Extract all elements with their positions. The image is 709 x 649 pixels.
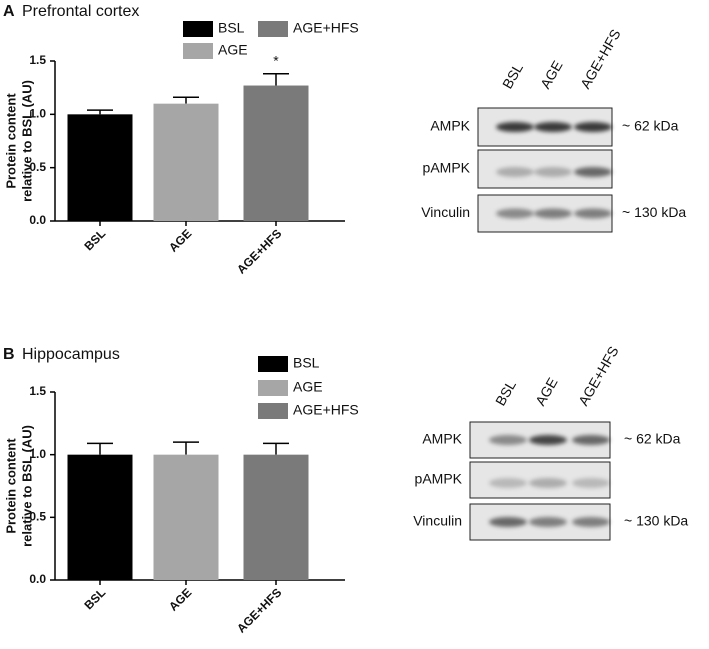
y-tick-label: 1.0 <box>29 107 46 121</box>
lane-label: BSL <box>492 377 519 408</box>
lane-label: BSL <box>499 60 526 91</box>
blot-row-label: AMPK <box>430 118 470 134</box>
blot-row-label: pAMPK <box>415 471 463 487</box>
blot-band <box>534 208 572 219</box>
blot-band <box>574 208 612 219</box>
legend-label: AGE <box>218 42 248 58</box>
blot-size-label: ~ 130 kDa <box>624 513 688 529</box>
blot-size-label: ~ 130 kDa <box>622 204 686 220</box>
lane-label: AGE <box>537 58 566 92</box>
legend-label: AGE+HFS <box>293 20 359 36</box>
blot-row-label: pAMPK <box>423 160 471 176</box>
blot-band <box>572 517 610 527</box>
bar <box>153 103 219 221</box>
legend-swatch <box>183 43 213 59</box>
blot-band <box>529 435 567 445</box>
y-axis-label: relative to BSL (AU) <box>19 80 34 202</box>
panel-label: A <box>3 3 15 20</box>
y-tick-label: 0.0 <box>29 213 46 227</box>
blot-row-label: Vinculin <box>413 513 462 529</box>
x-tick-label: BSL <box>81 585 108 612</box>
blot-band <box>529 517 567 527</box>
blot-band <box>529 478 567 488</box>
blot-band <box>496 167 534 177</box>
y-tick-label: 0.5 <box>29 160 46 174</box>
lane-label: AGE+HFS <box>575 343 622 408</box>
blot-band <box>574 122 612 132</box>
legend-swatch <box>258 21 288 37</box>
legend-label: BSL <box>218 20 245 36</box>
legend-swatch <box>258 380 288 396</box>
bar <box>67 114 133 221</box>
legend-swatch <box>258 356 288 372</box>
blot-band <box>572 435 610 445</box>
blot-band <box>489 435 527 445</box>
bar <box>243 454 309 580</box>
blot-band <box>489 478 527 488</box>
annotation: * <box>273 53 279 69</box>
x-tick-label: AGE <box>166 226 194 254</box>
blot-row-label: Vinculin <box>421 204 470 220</box>
x-tick-label: AGE <box>166 585 194 613</box>
blot-band <box>534 122 572 132</box>
y-tick-label: 1.0 <box>29 447 46 461</box>
blot-band <box>489 517 527 527</box>
blot-band <box>534 167 572 177</box>
x-tick-label: AGE+HFS <box>234 585 284 635</box>
chart-title: Prefrontal cortex <box>22 3 139 20</box>
y-tick-label: 1.5 <box>29 384 46 398</box>
bar <box>67 454 133 580</box>
blot-row-label: AMPK <box>422 431 462 447</box>
y-tick-label: 0.5 <box>29 510 46 524</box>
blot-band <box>574 167 612 177</box>
blot-band <box>572 478 610 488</box>
blot-size-label: ~ 62 kDa <box>622 118 679 134</box>
chart-title: Hippocampus <box>22 346 120 363</box>
blot-band <box>496 122 534 132</box>
legend-swatch <box>258 403 288 419</box>
legend-label: AGE+HFS <box>293 402 359 418</box>
blot-size-label: ~ 62 kDa <box>624 431 681 447</box>
legend-swatch <box>183 21 213 37</box>
bar <box>153 454 219 580</box>
legend-label: BSL <box>293 355 320 371</box>
y-axis-label: Protein content <box>3 93 18 189</box>
bar <box>243 85 309 222</box>
y-axis-label: Protein content <box>3 438 18 534</box>
y-tick-label: 1.5 <box>29 53 46 67</box>
panel-label: B <box>3 346 15 363</box>
blot-band <box>496 208 534 219</box>
y-axis-label: relative to BSL (AU) <box>19 425 34 547</box>
y-tick-label: 0.0 <box>29 572 46 586</box>
lane-label: AGE+HFS <box>577 26 624 91</box>
legend-label: AGE <box>293 379 323 395</box>
lane-label: AGE <box>532 375 561 409</box>
x-tick-label: AGE+HFS <box>234 226 284 276</box>
x-tick-label: BSL <box>81 226 108 253</box>
